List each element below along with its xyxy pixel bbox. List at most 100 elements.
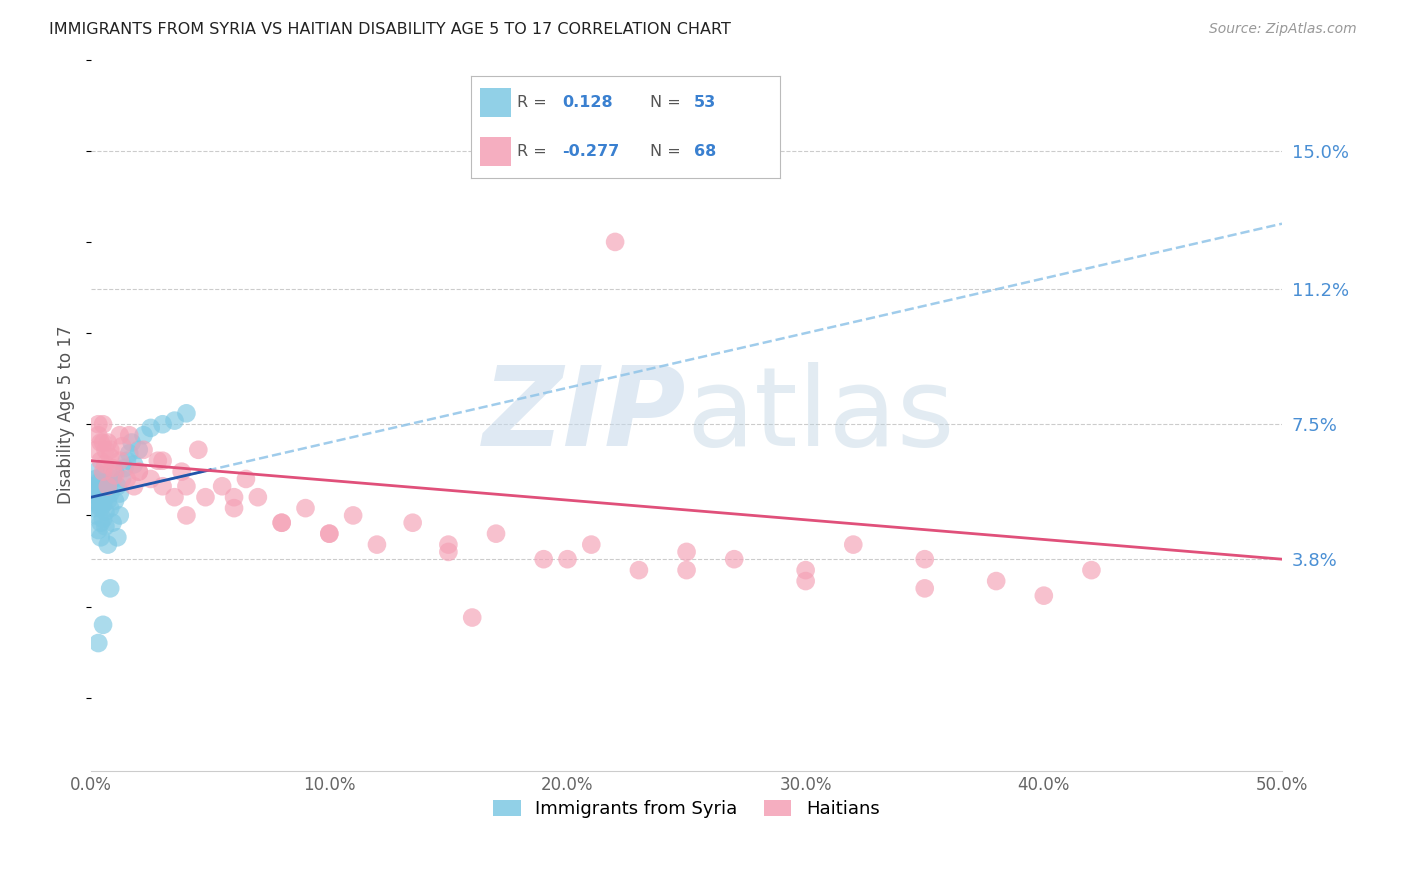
Point: [105, 479, 128, 493]
Point: [675, 545, 697, 559]
Text: R =: R =: [517, 95, 553, 110]
Point: [627, 563, 650, 577]
Text: IMMIGRANTS FROM SYRIA VS HAITIAN DISABILITY AGE 5 TO 17 CORRELATION CHART: IMMIGRANTS FROM SYRIA VS HAITIAN DISABIL…: [49, 22, 731, 37]
Point: [91, 435, 114, 450]
Point: [581, 538, 603, 552]
Point: [118, 446, 141, 460]
Point: [84, 472, 107, 486]
Point: [94, 490, 117, 504]
Point: [87, 417, 110, 432]
Point: [84, 479, 107, 493]
Point: [163, 414, 186, 428]
Point: [83, 479, 105, 493]
Point: [87, 483, 110, 497]
Point: [139, 421, 162, 435]
Point: [87, 475, 110, 490]
Point: [402, 516, 425, 530]
Point: [437, 545, 460, 559]
Point: [723, 552, 745, 566]
Point: [986, 574, 1008, 588]
Point: [97, 435, 120, 450]
Point: [842, 538, 865, 552]
Point: [1032, 589, 1054, 603]
Point: [90, 454, 112, 468]
Point: [91, 498, 114, 512]
Text: ZIP: ZIP: [484, 361, 686, 468]
Text: N =: N =: [651, 95, 686, 110]
Point: [104, 493, 127, 508]
Point: [146, 454, 169, 468]
Point: [91, 417, 114, 432]
Text: -0.277: -0.277: [562, 145, 620, 160]
Point: [91, 465, 114, 479]
Point: [235, 472, 257, 486]
Point: [101, 516, 124, 530]
Point: [152, 479, 174, 493]
Point: [90, 486, 112, 500]
Y-axis label: Disability Age 5 to 17: Disability Age 5 to 17: [58, 326, 75, 504]
Point: [94, 458, 117, 472]
Point: [87, 523, 110, 537]
Point: [87, 428, 110, 442]
Point: [115, 472, 138, 486]
Text: 68: 68: [693, 145, 716, 160]
Point: [104, 465, 127, 479]
Point: [83, 486, 105, 500]
Point: [101, 472, 124, 486]
Point: [101, 461, 124, 475]
Point: [97, 479, 120, 493]
Point: [211, 479, 233, 493]
Point: [132, 428, 155, 442]
Point: [97, 493, 120, 508]
Point: [194, 490, 217, 504]
Point: [111, 472, 134, 486]
Point: [90, 530, 112, 544]
Bar: [481, 88, 512, 117]
Text: Source: ZipAtlas.com: Source: ZipAtlas.com: [1209, 22, 1357, 37]
Point: [98, 450, 121, 464]
Point: [246, 490, 269, 504]
Point: [1080, 563, 1102, 577]
Point: [461, 610, 484, 624]
Text: N =: N =: [651, 145, 686, 160]
Point: [94, 505, 117, 519]
Point: [437, 538, 460, 552]
Point: [294, 501, 316, 516]
Point: [675, 563, 697, 577]
Point: [94, 475, 117, 490]
Point: [270, 516, 292, 530]
Text: 53: 53: [693, 95, 716, 110]
Point: [176, 508, 198, 523]
Text: R =: R =: [517, 145, 553, 160]
Point: [132, 442, 155, 457]
Point: [118, 428, 141, 442]
Point: [366, 538, 388, 552]
Point: [152, 417, 174, 432]
Point: [187, 442, 209, 457]
Point: [87, 490, 110, 504]
Point: [222, 490, 245, 504]
Point: [87, 636, 110, 650]
Point: [794, 563, 817, 577]
Legend: Immigrants from Syria, Haitians: Immigrants from Syria, Haitians: [486, 793, 887, 826]
Point: [603, 235, 626, 249]
Point: [97, 479, 120, 493]
Point: [87, 498, 110, 512]
Point: [104, 468, 127, 483]
Point: [557, 552, 579, 566]
Point: [98, 582, 121, 596]
Point: [91, 468, 114, 483]
Point: [342, 508, 364, 523]
Point: [139, 472, 162, 486]
Point: [914, 552, 936, 566]
Text: 0.128: 0.128: [562, 95, 613, 110]
Point: [222, 501, 245, 516]
Point: [111, 439, 134, 453]
Point: [90, 435, 112, 450]
Point: [90, 516, 112, 530]
Point: [84, 508, 107, 523]
Point: [114, 461, 136, 475]
Point: [270, 516, 292, 530]
Point: [170, 465, 193, 479]
Point: [128, 465, 150, 479]
